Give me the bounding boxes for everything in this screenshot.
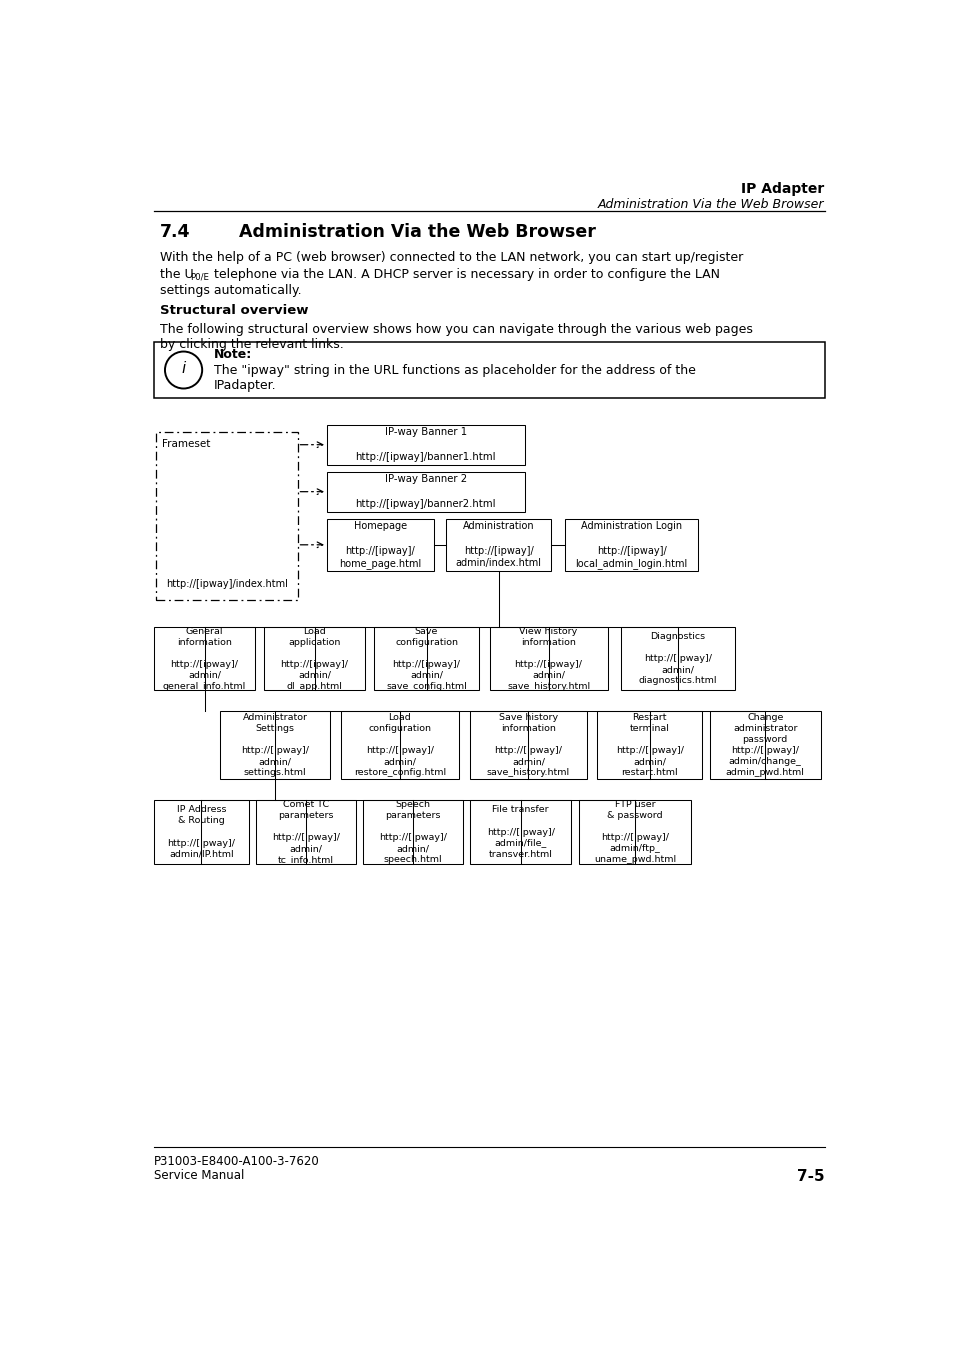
Text: Frameset: Frameset: [162, 439, 210, 449]
Text: 7-5: 7-5: [796, 1169, 823, 1183]
Text: Administration Login

http://[ipway]/
local_admin_login.html: Administration Login http://[ipway]/ loc…: [575, 520, 687, 569]
Bar: [564, 519, 698, 571]
Bar: [220, 711, 330, 780]
Text: Diagnostics

http://[ipway]/
admin/
diagnostics.html: Diagnostics http://[ipway]/ admin/ diagn…: [639, 632, 717, 685]
Text: The following structural overview shows how you can navigate through the various: The following structural overview shows …: [159, 323, 752, 336]
Bar: [156, 432, 297, 600]
Bar: [469, 711, 587, 780]
Text: Restart
terminal

http://[ipway]/
admin/
restart.html: Restart terminal http://[ipway]/ admin/ …: [615, 713, 683, 777]
Text: IP Adapter: IP Adapter: [740, 182, 823, 196]
Bar: [327, 424, 524, 465]
Text: Administration Via the Web Browser: Administration Via the Web Browser: [598, 197, 823, 211]
Text: File transfer

http://[ipway]/
admin/file_
transver.html: File transfer http://[ipway]/ admin/file…: [486, 805, 554, 859]
Bar: [363, 800, 462, 863]
Text: P0/E: P0/E: [191, 273, 210, 281]
Text: settings automatically.: settings automatically.: [159, 284, 301, 297]
Text: IP-way Banner 2

http://[ipway]/banner2.html: IP-way Banner 2 http://[ipway]/banner2.h…: [355, 474, 496, 509]
Bar: [446, 519, 550, 571]
Text: Homepage

http://[ipway]/
home_page.html: Homepage http://[ipway]/ home_page.html: [339, 520, 421, 569]
Bar: [709, 711, 820, 780]
Text: P31003-E8400-A100-3-7620: P31003-E8400-A100-3-7620: [154, 1155, 319, 1167]
Text: View history
information

http://[ipway]/
admin/
save_history.html: View history information http://[ipway]/…: [506, 627, 590, 690]
Text: General
information

http://[ipway]/
admin/
general_info.html: General information http://[ipway]/ admi…: [163, 627, 246, 690]
Text: IP-way Banner 1

http://[ipway]/banner1.html: IP-way Banner 1 http://[ipway]/banner1.h…: [355, 427, 496, 462]
Text: Note:: Note:: [213, 349, 252, 362]
Bar: [374, 627, 478, 690]
Bar: [154, 800, 249, 863]
Text: i: i: [181, 361, 186, 376]
Text: Administration

http://[ipway]/
admin/index.html: Administration http://[ipway]/ admin/ind…: [456, 521, 541, 569]
Bar: [327, 471, 524, 512]
Text: The "ipway" string in the URL functions as placeholder for the address of the: The "ipway" string in the URL functions …: [213, 363, 695, 377]
Text: the U: the U: [159, 269, 193, 281]
Text: 7.4: 7.4: [159, 223, 190, 240]
Text: Speech
parameters

http://[ipway]/
admin/
speech.html: Speech parameters http://[ipway]/ admin/…: [378, 800, 447, 865]
Text: Structural overview: Structural overview: [159, 304, 308, 316]
Bar: [470, 800, 571, 863]
Bar: [154, 627, 254, 690]
Text: IP Address
& Routing

http://[ipway]/
admin/IP.html: IP Address & Routing http://[ipway]/ adm…: [167, 805, 235, 859]
Text: telephone via the LAN. A DHCP server is necessary in order to configure the LAN: telephone via the LAN. A DHCP server is …: [213, 269, 720, 281]
Text: IPadapter.: IPadapter.: [213, 380, 276, 392]
Bar: [578, 800, 691, 863]
Bar: [154, 342, 823, 397]
Bar: [489, 627, 607, 690]
Text: Save history
information

http://[ipway]/
admin/
save_history.html: Save history information http://[ipway]/…: [486, 713, 569, 777]
Text: Change
administrator
password
http://[ipway]/
admin/change_
admin_pwd.html: Change administrator password http://[ip…: [725, 713, 803, 777]
Text: Administrator
Settings

http://[ipway]/
admin/
settings.html: Administrator Settings http://[ipway]/ a…: [241, 713, 309, 777]
Text: FTP user
& password

http://[ipway]/
admin/ftp_
uname_pwd.html: FTP user & password http://[ipway]/ admi…: [594, 800, 676, 865]
Text: Save
configuration

http://[ipway]/
admin/
save_config.html: Save configuration http://[ipway]/ admin…: [386, 627, 466, 690]
Text: Load
configuration

http://[ipway]/
admin/
restore_config.html: Load configuration http://[ipway]/ admin…: [354, 713, 445, 777]
Text: by clicking the relevant links.: by clicking the relevant links.: [159, 339, 343, 351]
Text: With the help of a PC (web browser) connected to the LAN network, you can start : With the help of a PC (web browser) conn…: [159, 251, 742, 265]
Bar: [264, 627, 365, 690]
Text: Comet TC
parameters

http://[ipway]/
admin/
tc_info.html: Comet TC parameters http://[ipway]/ admi…: [272, 800, 339, 865]
Text: Service Manual: Service Manual: [154, 1169, 244, 1182]
Text: Administration Via the Web Browser: Administration Via the Web Browser: [239, 223, 596, 240]
Bar: [597, 711, 701, 780]
Bar: [256, 800, 355, 863]
Bar: [620, 627, 735, 690]
Text: http://[ipway]/index.html: http://[ipway]/index.html: [166, 580, 288, 589]
Bar: [327, 519, 434, 571]
Text: Load
application

http://[ipway]/
admin/
dl_app.html: Load application http://[ipway]/ admin/ …: [280, 627, 348, 690]
Bar: [340, 711, 458, 780]
